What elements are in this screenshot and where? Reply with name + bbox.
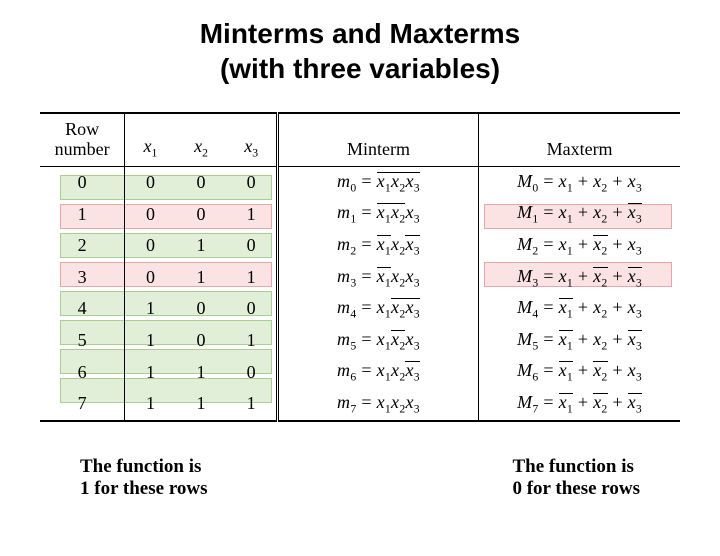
cell-x1: 1 bbox=[125, 356, 176, 388]
cell-minterm: m4 = x1x2x3 bbox=[277, 293, 478, 325]
truth-table: Rownumber x1 x2 x3 Minterm Maxterm 0000m… bbox=[40, 112, 680, 422]
page-title: Minterms and Maxterms (with three variab… bbox=[0, 16, 720, 86]
cell-x1: 0 bbox=[125, 230, 176, 262]
cell-minterm: m0 = x1x2x3 bbox=[277, 166, 478, 198]
cell-maxterm: M0 = x1 + x2 + x3 bbox=[479, 166, 680, 198]
cell-x1: 0 bbox=[125, 262, 176, 294]
table-row: 7111m7 = x1x2x3M7 = x1 + x2 + x3 bbox=[40, 388, 680, 421]
table-container: Rownumber x1 x2 x3 Minterm Maxterm 0000m… bbox=[40, 112, 680, 422]
cell-x2: 1 bbox=[176, 356, 227, 388]
table-row: 1001m1 = x1x2x3M1 = x1 + x2 + x3 bbox=[40, 198, 680, 230]
cell-x3: 1 bbox=[226, 325, 277, 357]
cell-x1: 1 bbox=[125, 388, 176, 421]
cell-maxterm: M4 = x1 + x2 + x3 bbox=[479, 293, 680, 325]
cell-row-number: 4 bbox=[40, 293, 125, 325]
cell-x1: 0 bbox=[125, 198, 176, 230]
cell-maxterm: M5 = x1 + x2 + x3 bbox=[479, 325, 680, 357]
header-x3: x3 bbox=[226, 113, 277, 166]
cell-x3: 1 bbox=[226, 388, 277, 421]
header-maxterm: Maxterm bbox=[479, 113, 680, 166]
cell-x2: 1 bbox=[176, 388, 227, 421]
cell-row-number: 2 bbox=[40, 230, 125, 262]
table-row: 0000m0 = x1x2x3M0 = x1 + x2 + x3 bbox=[40, 166, 680, 198]
cell-row-number: 3 bbox=[40, 262, 125, 294]
table-row: 5101m5 = x1x2x3M5 = x1 + x2 + x3 bbox=[40, 325, 680, 357]
cell-x1: 1 bbox=[125, 293, 176, 325]
cell-x1: 1 bbox=[125, 325, 176, 357]
cell-maxterm: M2 = x1 + x2 + x3 bbox=[479, 230, 680, 262]
caption-row: The function is 1 for these rows The fun… bbox=[80, 456, 640, 502]
cell-row-number: 0 bbox=[40, 166, 125, 198]
cell-minterm: m7 = x1x2x3 bbox=[277, 388, 478, 421]
header-row-number: Rownumber bbox=[40, 113, 125, 166]
cell-maxterm: M6 = x1 + x2 + x3 bbox=[479, 356, 680, 388]
cell-x2: 1 bbox=[176, 262, 227, 294]
header-x2: x2 bbox=[176, 113, 227, 166]
cell-x3: 0 bbox=[226, 166, 277, 198]
cell-x2: 0 bbox=[176, 325, 227, 357]
cell-maxterm: M1 = x1 + x2 + x3 bbox=[479, 198, 680, 230]
header-minterm: Minterm bbox=[277, 113, 478, 166]
cell-row-number: 1 bbox=[40, 198, 125, 230]
cell-row-number: 6 bbox=[40, 356, 125, 388]
caption-left: The function is 1 for these rows bbox=[80, 456, 208, 502]
cell-minterm: m3 = x1x2x3 bbox=[277, 262, 478, 294]
cell-maxterm: M7 = x1 + x2 + x3 bbox=[479, 388, 680, 421]
title-line2: (with three variables) bbox=[220, 53, 500, 84]
cell-x3: 0 bbox=[226, 293, 277, 325]
cell-x3: 1 bbox=[226, 262, 277, 294]
cell-row-number: 7 bbox=[40, 388, 125, 421]
cell-minterm: m5 = x1x2x3 bbox=[277, 325, 478, 357]
cell-row-number: 5 bbox=[40, 325, 125, 357]
cell-minterm: m6 = x1x2x3 bbox=[277, 356, 478, 388]
cell-x2: 0 bbox=[176, 198, 227, 230]
cell-x2: 1 bbox=[176, 230, 227, 262]
cell-minterm: m2 = x1x2x3 bbox=[277, 230, 478, 262]
cell-minterm: m1 = x1x2x3 bbox=[277, 198, 478, 230]
cell-x3: 1 bbox=[226, 198, 277, 230]
header-x1: x1 bbox=[125, 113, 176, 166]
cell-x3: 0 bbox=[226, 230, 277, 262]
cell-x2: 0 bbox=[176, 293, 227, 325]
table-row: 4100m4 = x1x2x3M4 = x1 + x2 + x3 bbox=[40, 293, 680, 325]
title-line1: Minterms and Maxterms bbox=[200, 18, 521, 49]
table-row: 2010m2 = x1x2x3M2 = x1 + x2 + x3 bbox=[40, 230, 680, 262]
table-row: 3011m3 = x1x2x3M3 = x1 + x2 + x3 bbox=[40, 262, 680, 294]
caption-right: The function is 0 for these rows bbox=[512, 456, 640, 502]
table-row: 6110m6 = x1x2x3M6 = x1 + x2 + x3 bbox=[40, 356, 680, 388]
cell-x3: 0 bbox=[226, 356, 277, 388]
cell-x1: 0 bbox=[125, 166, 176, 198]
cell-x2: 0 bbox=[176, 166, 227, 198]
cell-maxterm: M3 = x1 + x2 + x3 bbox=[479, 262, 680, 294]
